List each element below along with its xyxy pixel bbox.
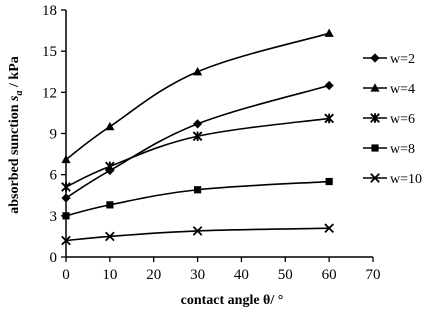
- data-point: [192, 226, 203, 236]
- x-tick-label: 40: [234, 267, 249, 283]
- legend-marker: [370, 53, 380, 63]
- x-tick-label: 60: [322, 267, 337, 283]
- legend-marker: [371, 144, 379, 152]
- data-point: [61, 193, 71, 203]
- x-axis-ticks: 0 10 20 30 40 50 60 70: [62, 257, 381, 283]
- legend-marker: [370, 173, 380, 183]
- y-tick-label: 6: [50, 168, 58, 184]
- x-tick-label: 70: [366, 267, 381, 283]
- data-point: [324, 80, 334, 91]
- x-tick-label: 10: [102, 267, 117, 283]
- data-point: [62, 212, 70, 220]
- data-point: [61, 182, 71, 192]
- data-point: [105, 231, 115, 242]
- series-w-6: [61, 113, 335, 192]
- series-line: [65, 227, 330, 242]
- y-tick-label: 0: [50, 250, 58, 266]
- y-tick-label: 3: [50, 209, 58, 225]
- data-point: [192, 66, 203, 76]
- legend-marker: [370, 83, 380, 92]
- data-point: [192, 119, 203, 129]
- data-point: [192, 131, 203, 142]
- legend-label: w=2: [390, 52, 415, 67]
- series-line: [65, 117, 330, 188]
- series-layer: [61, 28, 335, 246]
- legend-item: w=4: [363, 82, 415, 97]
- data-point: [104, 161, 115, 172]
- series-line: [65, 180, 330, 217]
- legend-label: w=8: [390, 142, 415, 157]
- series-w-8: [62, 177, 333, 220]
- series-w-4: [61, 28, 334, 164]
- x-axis-title: contact angle θ/ °: [181, 293, 284, 308]
- data-point: [325, 177, 333, 186]
- series-w-10: [61, 223, 334, 246]
- data-point: [105, 121, 115, 131]
- legend-item: w=8: [363, 142, 415, 157]
- legend-label: w=4: [390, 82, 415, 97]
- data-point: [61, 154, 71, 164]
- series-line: [65, 32, 330, 161]
- x-tick-label: 0: [62, 267, 70, 283]
- legend-marker: [370, 113, 380, 123]
- data-point: [324, 28, 334, 37]
- y-axis-title: absorbed sunction sa / kPa: [7, 56, 25, 214]
- y-tick-label: 9: [50, 127, 58, 143]
- series-line: [65, 84, 330, 199]
- legend-item: w=6: [363, 112, 415, 127]
- axes: [65, 10, 373, 258]
- legend-label: w=10: [390, 172, 422, 187]
- legend-label: w=6: [390, 112, 415, 127]
- legend: w=2 w=4 w=6 w=8 w=10: [363, 52, 422, 187]
- data-point: [193, 186, 202, 194]
- legend-item: w=2: [363, 52, 415, 67]
- data-point: [324, 223, 334, 234]
- y-axis-ticks: 0 3 6 9 12 15 18: [42, 3, 66, 266]
- y-tick-label: 15: [42, 44, 57, 60]
- y-tick-label: 18: [42, 3, 57, 19]
- x-tick-label: 30: [190, 267, 205, 283]
- x-tick-label: 50: [278, 267, 293, 283]
- data-point: [106, 201, 114, 209]
- x-tick-label: 20: [146, 267, 161, 283]
- data-point: [324, 113, 335, 124]
- legend-item: w=10: [363, 172, 422, 187]
- y-tick-label: 12: [42, 85, 57, 101]
- data-point: [61, 235, 71, 246]
- series-w-2: [61, 80, 334, 203]
